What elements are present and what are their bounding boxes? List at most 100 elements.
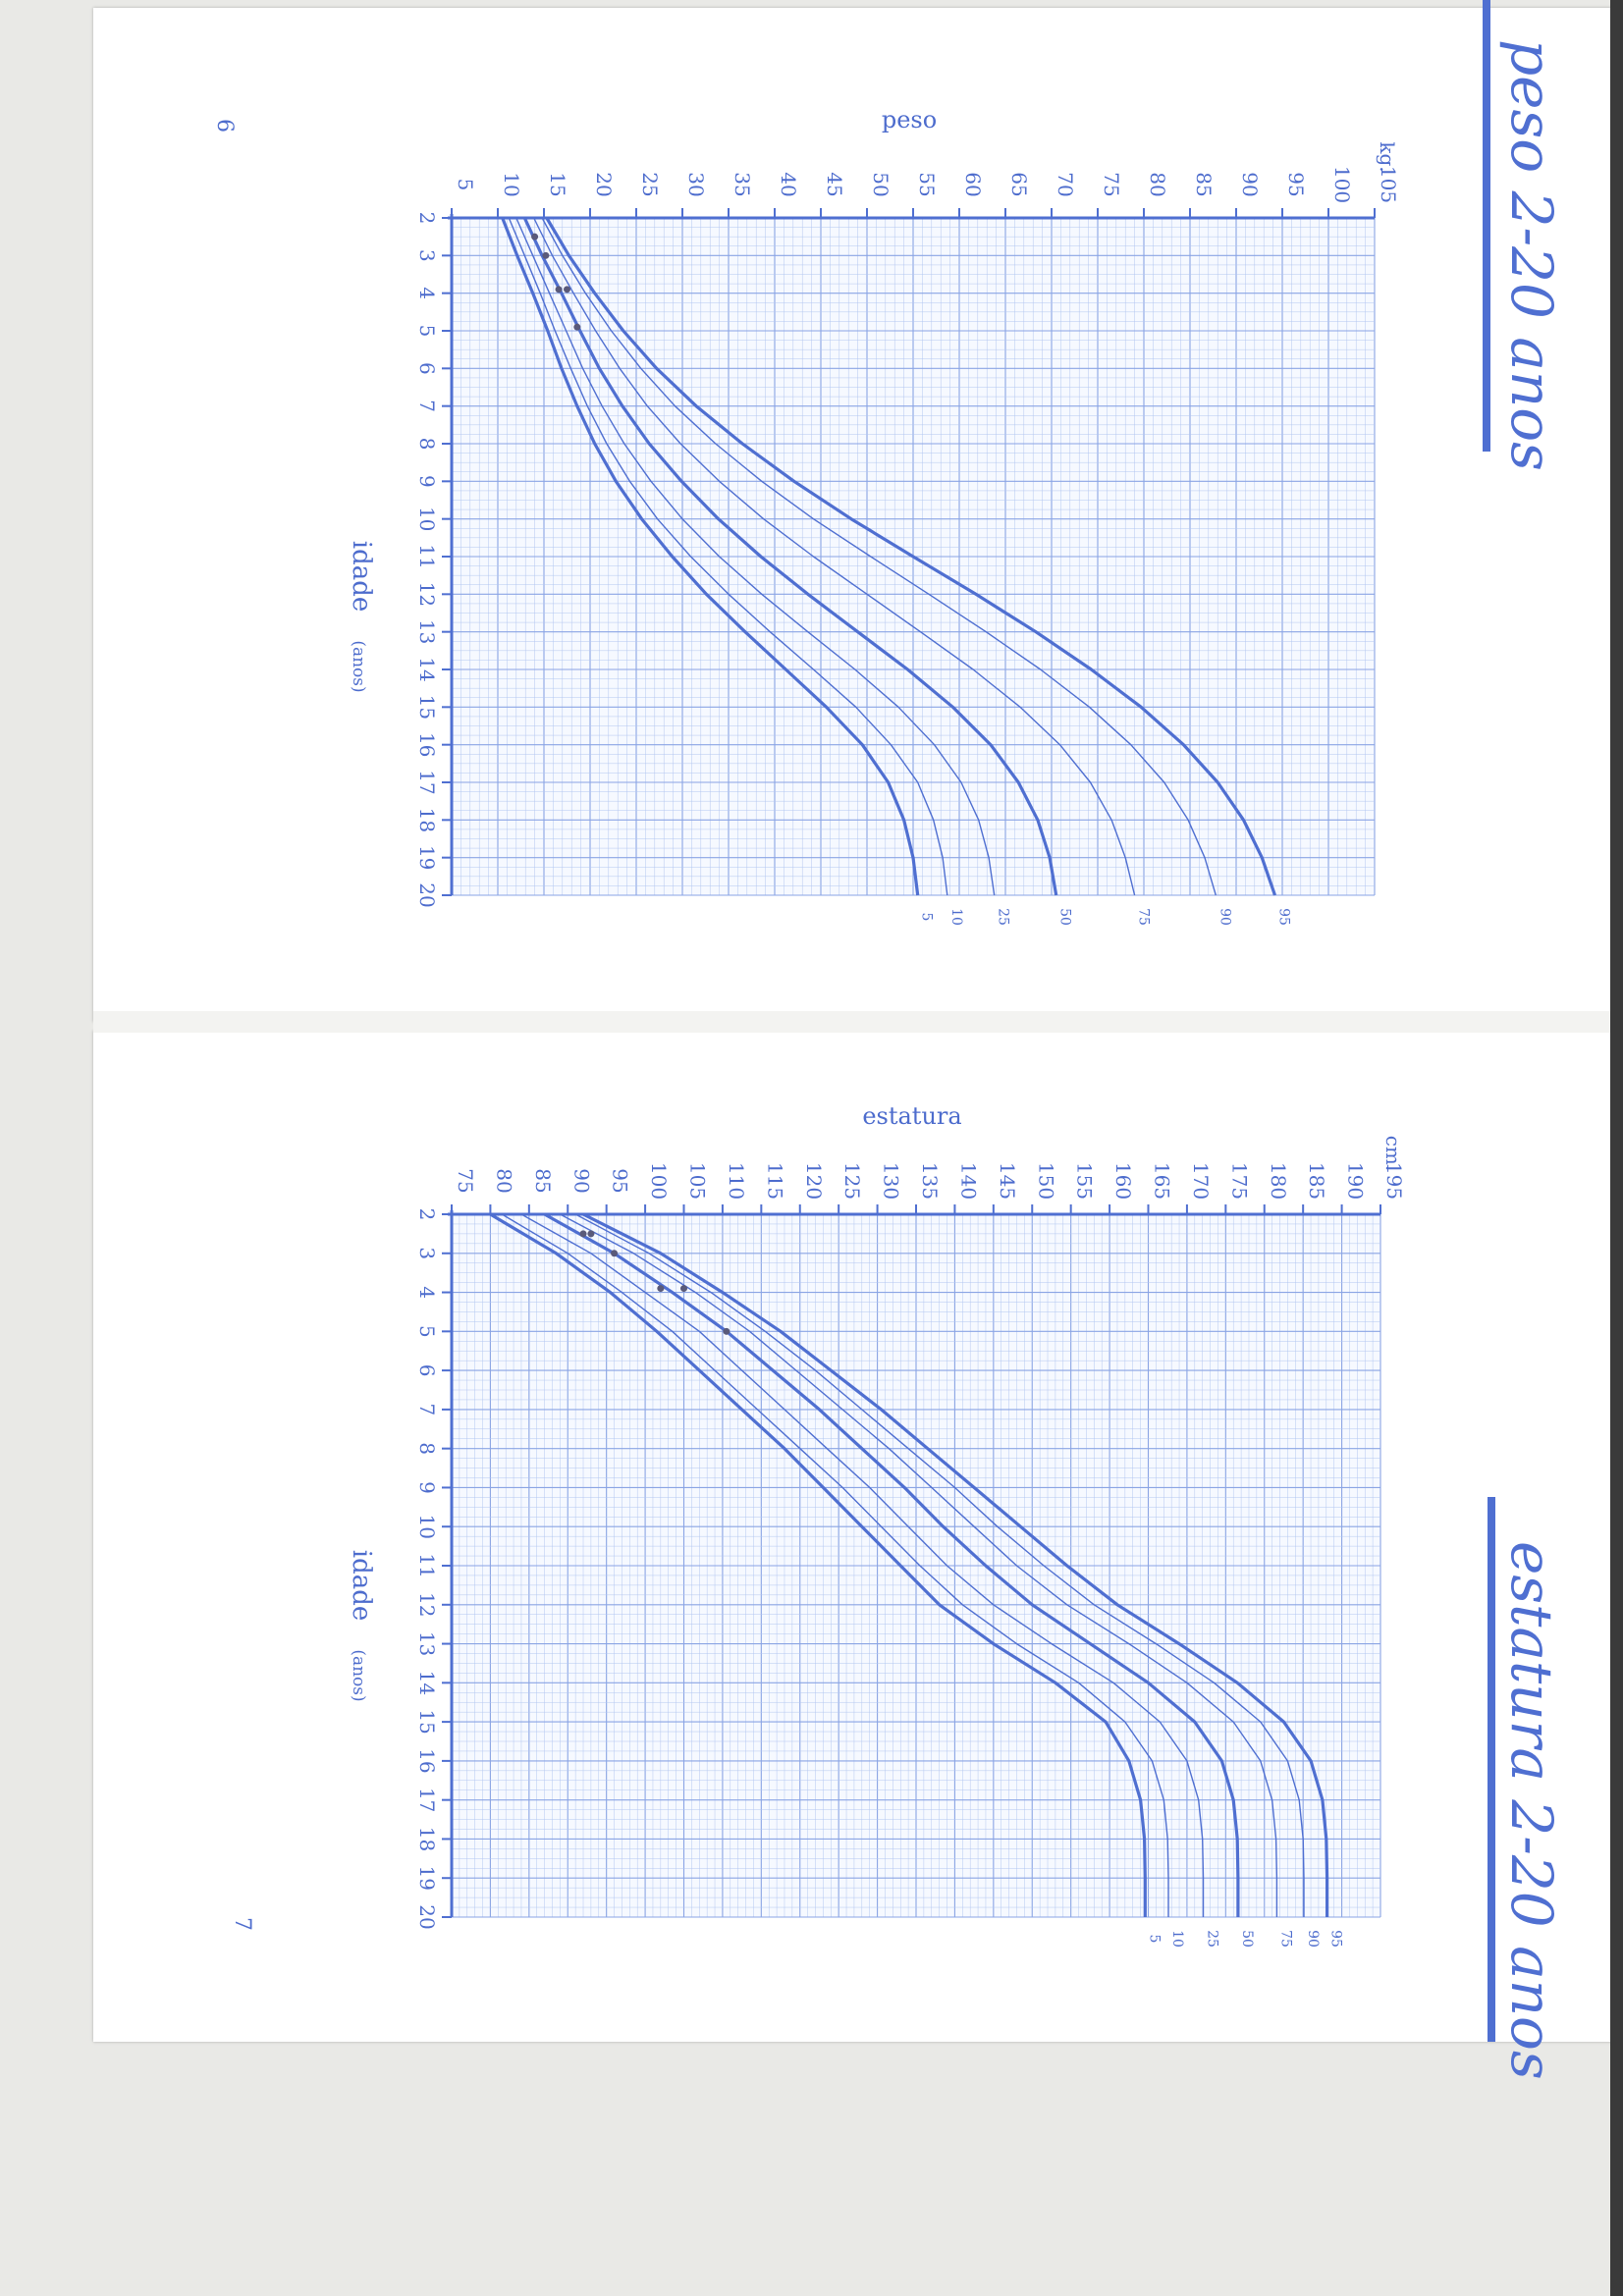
age-axis-unit: (anos) — [349, 1649, 368, 1701]
measurement-point — [723, 1327, 730, 1335]
age-tick-label: 13 — [415, 1631, 439, 1656]
age-tick-label: 3 — [415, 1247, 439, 1259]
chart-title: peso 2-20 anos — [1498, 39, 1565, 471]
value-tick-label: 170 — [1189, 1162, 1213, 1200]
percentile-curve-10 — [508, 217, 948, 896]
chart-peso: 5 10 15 20 25 30 35 40 45 50 55 60 65 70 75 80 85 90 95 100… — [347, 0, 1565, 926]
measurement-point — [611, 1250, 619, 1257]
value-tick-label: 65 — [1007, 172, 1031, 196]
value-tick-label: 15 — [546, 172, 569, 196]
age-tick-label: 5 — [415, 325, 439, 338]
value-tick-label: 25 — [638, 172, 662, 196]
value-tick-label: 150 — [1034, 1162, 1057, 1200]
grid — [451, 217, 1376, 896]
percentile-label: 90 — [1305, 1930, 1321, 1948]
value-tick-label: 80 — [492, 1168, 515, 1193]
value-tick-label: 75 — [1100, 172, 1123, 196]
percentile-label: 75 — [1136, 908, 1152, 926]
value-tick-label: 165 — [1151, 1162, 1174, 1200]
value-axis-label: estatura — [862, 1102, 961, 1130]
chart-title: estatura 2-20 anos — [1498, 1541, 1565, 2080]
age-tick-label: 12 — [415, 1592, 439, 1617]
value-tick-label: 55 — [915, 172, 939, 196]
value-tick-label: 105 — [1377, 166, 1400, 203]
value-tick-label: 85 — [1192, 172, 1216, 196]
percentile-label: 25 — [996, 908, 1011, 926]
value-tick-label: 30 — [684, 172, 708, 196]
value-tick-label: 5 — [454, 179, 477, 191]
age-tick-label: 14 — [415, 1671, 439, 1695]
age-tick-label: 7 — [415, 1404, 439, 1416]
age-tick-label: 11 — [415, 1553, 439, 1577]
age-tick-label: 6 — [415, 362, 439, 375]
measurement-point — [555, 286, 563, 294]
value-tick-label: 120 — [802, 1162, 826, 1200]
age-tick-label: 20 — [415, 1904, 439, 1929]
age-axis-unit: (anos) — [349, 640, 368, 692]
value-tick-label: 45 — [823, 172, 846, 196]
age-tick-label: 16 — [415, 1748, 439, 1773]
measurement-point — [579, 1230, 587, 1238]
age-tick-label: 3 — [415, 249, 439, 262]
measurement-point — [564, 286, 570, 294]
page-number-right: 7 — [230, 1917, 254, 1931]
age-tick-label: 12 — [415, 582, 439, 607]
age-tick-label: 8 — [415, 438, 439, 451]
percentile-label: 10 — [1169, 1930, 1185, 1948]
value-tick-label: 140 — [956, 1162, 980, 1200]
percentile-label: 95 — [1328, 1930, 1344, 1948]
unit-label: cm. — [1381, 1136, 1405, 1172]
value-tick-label: 50 — [869, 172, 893, 196]
book-spine — [1610, 0, 1623, 2296]
age-tick-label: 10 — [415, 507, 439, 531]
measurement-point — [657, 1285, 665, 1293]
percentile-curve-5 — [501, 217, 920, 896]
measurement-point — [531, 233, 539, 240]
percentile-curve-95 — [582, 1212, 1329, 1917]
value-tick-label: 145 — [996, 1162, 1019, 1200]
value-tick-label: 85 — [531, 1168, 555, 1193]
value-tick-label: 70 — [1054, 172, 1077, 196]
value-tick-label: 80 — [1146, 172, 1169, 196]
value-tick-label: 75 — [454, 1168, 477, 1193]
value-tick-label: 100 — [647, 1162, 671, 1200]
value-tick-label: 135 — [918, 1162, 942, 1200]
measurement-point — [573, 323, 581, 331]
value-tick-label: 105 — [686, 1162, 710, 1200]
percentile-label: 5 — [919, 913, 935, 922]
age-tick-label: 4 — [415, 1286, 439, 1299]
percentile-curve-10 — [501, 1213, 1169, 1917]
value-tick-label: 115 — [763, 1162, 786, 1200]
percentile-label: 50 — [1057, 908, 1073, 926]
age-tick-label: 8 — [415, 1442, 439, 1455]
age-tick-label: 9 — [415, 1481, 439, 1494]
book-gutter — [93, 1011, 1620, 1033]
percentile-curve-75 — [533, 217, 1136, 896]
age-tick-label: 17 — [415, 770, 439, 794]
grid — [451, 1213, 1381, 1918]
age-tick-label: 20 — [415, 882, 439, 907]
age-tick-label: 5 — [415, 1325, 439, 1338]
percentile-label: 25 — [1204, 1930, 1219, 1948]
age-tick-label: 7 — [415, 400, 439, 412]
title-band — [1488, 1497, 1495, 2042]
value-tick-label: 190 — [1344, 1162, 1368, 1200]
value-tick-label: 110 — [725, 1162, 748, 1200]
value-tick-label: 60 — [961, 172, 985, 196]
chart-estatura: 75 80 85 90 95 100 105 110 115 120 125 130 135 140 145… — [347, 1102, 1565, 2080]
value-tick-label: 40 — [777, 172, 800, 196]
percentile-curve-95 — [545, 217, 1277, 896]
value-tick-label: 185 — [1305, 1162, 1328, 1200]
value-tick-label: 180 — [1267, 1162, 1290, 1200]
percentile-curve-50 — [522, 217, 1058, 896]
age-tick-label: 18 — [415, 808, 439, 832]
age-tick-label: 14 — [415, 657, 439, 681]
value-tick-label: 35 — [730, 172, 754, 196]
percentile-curve-25 — [515, 217, 996, 896]
value-tick-label: 125 — [840, 1162, 864, 1200]
value-tick-label: 130 — [880, 1162, 903, 1200]
age-tick-label: 15 — [415, 1709, 439, 1734]
age-tick-label: 19 — [415, 1865, 439, 1890]
age-axis-label: idade — [347, 541, 376, 613]
